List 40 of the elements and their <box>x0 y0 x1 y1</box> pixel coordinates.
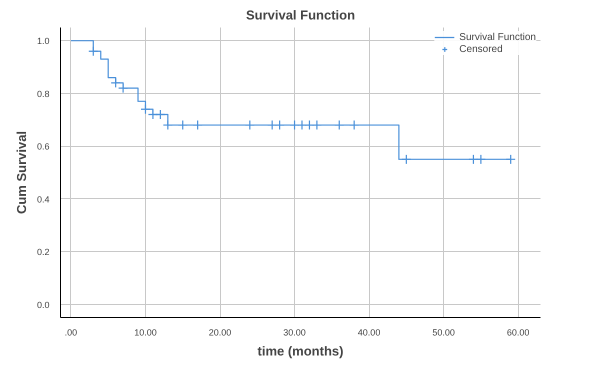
y-tick-label: 0.4 <box>36 194 50 204</box>
point <box>401 154 412 164</box>
point <box>476 154 486 164</box>
point <box>118 83 128 94</box>
point <box>468 154 479 164</box>
point <box>178 120 188 130</box>
x-tick-label: 10.00 <box>134 328 157 338</box>
x-tick-label: 20.00 <box>208 328 232 338</box>
y-axis-title: Cum Survival <box>14 130 29 214</box>
y-tick-label: 0.8 <box>36 88 50 99</box>
point <box>244 120 255 130</box>
point <box>140 104 151 114</box>
point <box>110 78 121 88</box>
legend-label: Censored <box>459 43 503 55</box>
y-tick-label: 0.2 <box>36 247 50 258</box>
y-tick-label: 0.6 <box>36 142 50 152</box>
x-tick-label: .00 <box>64 328 78 338</box>
y-tick-label: 1.0 <box>36 36 50 46</box>
x-tick-label: 30.00 <box>283 328 306 338</box>
x-tick-label: 60.00 <box>506 328 530 338</box>
point <box>148 109 158 120</box>
point <box>312 120 322 130</box>
point <box>162 120 173 130</box>
x-tick-label: 40.00 <box>358 328 380 338</box>
y-tick-label: 0.0 <box>36 300 50 310</box>
point <box>192 120 203 130</box>
x-tick-label: 50.00 <box>432 328 455 338</box>
point <box>506 154 516 164</box>
legend-label: Survival Function <box>459 31 536 43</box>
point <box>334 120 344 130</box>
point <box>88 46 98 56</box>
point <box>155 109 166 120</box>
point <box>296 120 308 130</box>
point <box>267 120 278 130</box>
point <box>304 120 315 130</box>
point <box>274 120 285 130</box>
point <box>349 120 360 130</box>
chart-title: Survival Function <box>246 8 356 22</box>
x-axis-title: time (months) <box>258 344 344 358</box>
point <box>289 120 300 130</box>
